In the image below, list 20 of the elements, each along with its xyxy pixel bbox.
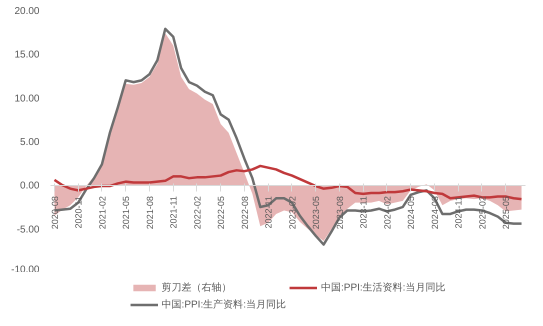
y-tick-label: 0.00 bbox=[20, 180, 40, 192]
x-tick-label: 2020-08 bbox=[50, 196, 60, 230]
x-tick-label: 2023-05 bbox=[311, 196, 322, 230]
y-tick-label: -5.00 bbox=[16, 224, 40, 236]
legend-label: 剪刀差（右轴） bbox=[162, 281, 232, 294]
y-tick-label: 5.00 bbox=[20, 137, 40, 148]
x-tick-label: 2024-05 bbox=[406, 196, 416, 230]
x-tick-label: 2022-05 bbox=[216, 196, 226, 230]
y-tick-label: 15.00 bbox=[14, 50, 40, 61]
x-tick-label: 2021-08 bbox=[144, 196, 155, 230]
x-tick-label: 2021-02 bbox=[97, 196, 108, 230]
x-tick-label: 2022-08 bbox=[240, 196, 250, 230]
legend-label: 中国:PPI:生活资料:当月同比 bbox=[321, 281, 446, 294]
y-tick-label: 10.00 bbox=[14, 93, 40, 104]
legend-label: 中国:PPI:生产资料:当月同比 bbox=[162, 298, 286, 312]
y-tick-label: 20.00 bbox=[14, 6, 40, 17]
x-tick-label: 2021-11 bbox=[168, 196, 179, 229]
x-tick-label: 2022-02 bbox=[192, 196, 202, 230]
x-tick-label: 2023-08 bbox=[334, 196, 345, 230]
x-tick-label: 2021-05 bbox=[121, 196, 132, 230]
